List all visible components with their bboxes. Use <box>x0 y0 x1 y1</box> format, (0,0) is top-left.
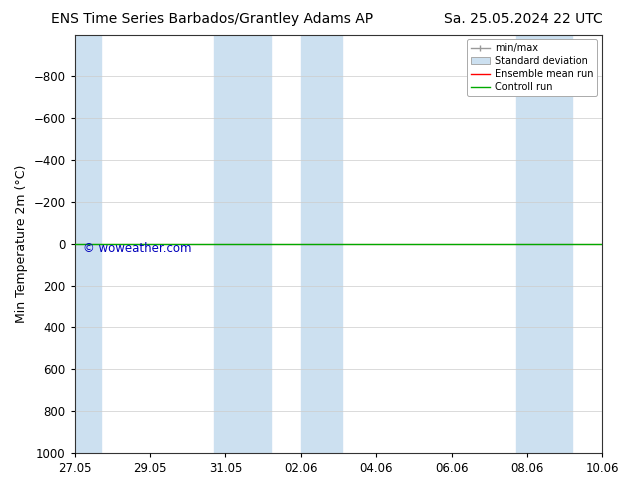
Bar <box>214 35 271 453</box>
Text: Sa. 25.05.2024 22 UTC: Sa. 25.05.2024 22 UTC <box>444 12 602 26</box>
Bar <box>515 35 572 453</box>
Y-axis label: Min Temperature 2m (°C): Min Temperature 2m (°C) <box>15 165 28 323</box>
Text: © woweather.com: © woweather.com <box>82 242 191 255</box>
Bar <box>301 35 342 453</box>
Legend: min/max, Standard deviation, Ensemble mean run, Controll run: min/max, Standard deviation, Ensemble me… <box>467 40 597 96</box>
Text: ENS Time Series Barbados/Grantley Adams AP: ENS Time Series Barbados/Grantley Adams … <box>51 12 373 26</box>
Bar <box>67 35 101 453</box>
